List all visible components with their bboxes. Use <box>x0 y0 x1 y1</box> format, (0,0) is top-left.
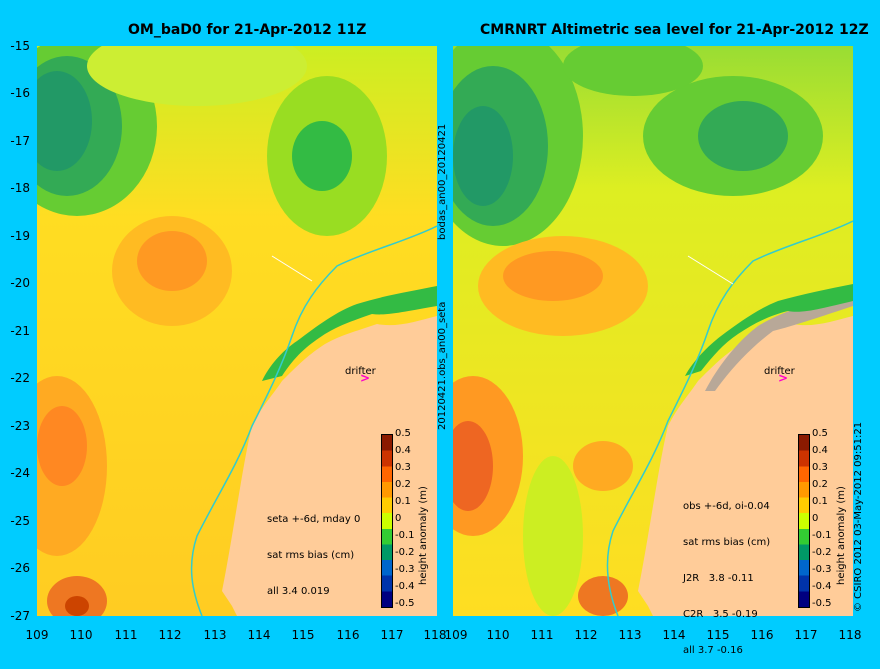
stats-line: sat rms bias (cm) <box>267 550 355 561</box>
x-tick: 111 <box>530 628 554 642</box>
right-map <box>453 46 853 616</box>
colorbar-tick: 0.1 <box>812 496 828 507</box>
x-tick: 109 <box>25 628 49 642</box>
y-tick: -17 <box>10 134 30 148</box>
x-tick: 109 <box>444 628 468 642</box>
colorbar-tick: -0.2 <box>395 547 415 558</box>
y-tick: -23 <box>10 419 30 433</box>
colorbar-tick: 0.4 <box>395 445 411 456</box>
left-stats: seta +-6d, mday 0 sat rms bias (cm) all … <box>267 490 360 610</box>
left-panel-title: OM_baD0 for 21-Apr-2012 11Z <box>128 22 367 38</box>
colorbar-tick: -0.4 <box>395 581 415 592</box>
x-tick: 114 <box>247 628 271 642</box>
right-stats: obs +-6d, oi-0.04 sat rms bias (cm) J2R … <box>683 477 770 669</box>
x-tick: 116 <box>336 628 360 642</box>
x-tick: 115 <box>291 628 315 642</box>
green-eddy-center <box>37 71 92 171</box>
y-tick: -26 <box>10 561 30 575</box>
x-tick: 110 <box>69 628 93 642</box>
colorbar-tick: -0.5 <box>812 598 832 609</box>
x-tick: 113 <box>618 628 642 642</box>
colorbar-tick: -0.4 <box>812 581 832 592</box>
x-tick: 114 <box>662 628 686 642</box>
drifter-label-right: drifter <box>764 366 795 377</box>
y-tick: -24 <box>10 466 30 480</box>
colorbar-right-label: height anomaly (m) <box>836 486 847 585</box>
drifter-marker-right: > <box>778 371 789 385</box>
x-tick: 117 <box>380 628 404 642</box>
x-tick: 113 <box>203 628 227 642</box>
stats-line: obs +-6d, oi-0.04 <box>683 501 770 512</box>
x-tick: 116 <box>750 628 774 642</box>
colorbar-tick: 0.2 <box>395 479 411 490</box>
colorbar-tick: -0.1 <box>812 530 832 541</box>
stats-line: all 3.7 -0.16 <box>683 645 743 656</box>
colorbar-tick: 0 <box>812 513 819 524</box>
y-tick: -21 <box>10 324 30 338</box>
coast-green <box>262 286 437 381</box>
x-tick: 110 <box>486 628 510 642</box>
colorbar-left-label: height anomaly (m) <box>418 486 429 585</box>
stats-line: seta +-6d, mday 0 <box>267 514 361 525</box>
colorbar-left <box>381 434 393 608</box>
stats-line: sat rms bias (cm) <box>683 537 771 548</box>
colorbar-tick: -0.3 <box>812 564 832 575</box>
x-tick: 115 <box>706 628 730 642</box>
drifter-marker-left: > <box>360 371 371 385</box>
colorbar-tick: -0.3 <box>395 564 415 575</box>
colorbar-tick: 0.5 <box>395 428 411 439</box>
colorbar-tick: 0.5 <box>812 428 828 439</box>
x-tick: 118 <box>423 628 447 642</box>
colorbar-tick: 0 <box>395 513 402 524</box>
y-tick: -15 <box>10 39 30 53</box>
stats-line: J2R 3.8 -0.11 <box>683 573 754 584</box>
x-tick: 117 <box>794 628 818 642</box>
y-tick: -25 <box>10 514 30 528</box>
obs-file-label: 20120421.obs_an00_seta <box>437 301 448 430</box>
analysis-file-label: bodas_an00_20120421 <box>437 123 448 240</box>
colorbar-tick: 0.2 <box>812 479 828 490</box>
stats-line: all 3.4 0.019 <box>267 586 330 597</box>
y-tick: -20 <box>10 276 30 290</box>
x-tick: 118 <box>838 628 862 642</box>
y-tick: -27 <box>10 609 30 623</box>
colorbar-tick: -0.1 <box>395 530 415 541</box>
colorbar-right <box>798 434 810 608</box>
x-tick: 112 <box>574 628 598 642</box>
x-tick: 112 <box>158 628 182 642</box>
x-tick: 111 <box>114 628 138 642</box>
credit-label: © CSIRO 2012 03-May-2012 09:51:21 <box>853 421 864 612</box>
colorbar-tick: 0.3 <box>812 462 828 473</box>
colorbar-tick: 0.4 <box>812 445 828 456</box>
colorbar-tick: 0.1 <box>395 496 411 507</box>
colorbar-tick: -0.5 <box>395 598 415 609</box>
y-tick: -18 <box>10 181 30 195</box>
colorbar-tick: -0.2 <box>812 547 832 558</box>
y-tick: -19 <box>10 229 30 243</box>
right-panel-title: CMRNRT Altimetric sea level for 21-Apr-2… <box>480 22 869 38</box>
green-eddy-east <box>292 121 352 191</box>
drifter-label-left: drifter <box>345 366 376 377</box>
stats-line: C2R 3.5 -0.19 <box>683 609 758 620</box>
colorbar-tick: 0.3 <box>395 462 411 473</box>
y-tick: -16 <box>10 86 30 100</box>
y-tick: -22 <box>10 371 30 385</box>
left-map <box>37 46 437 616</box>
shelf-current <box>190 225 437 616</box>
